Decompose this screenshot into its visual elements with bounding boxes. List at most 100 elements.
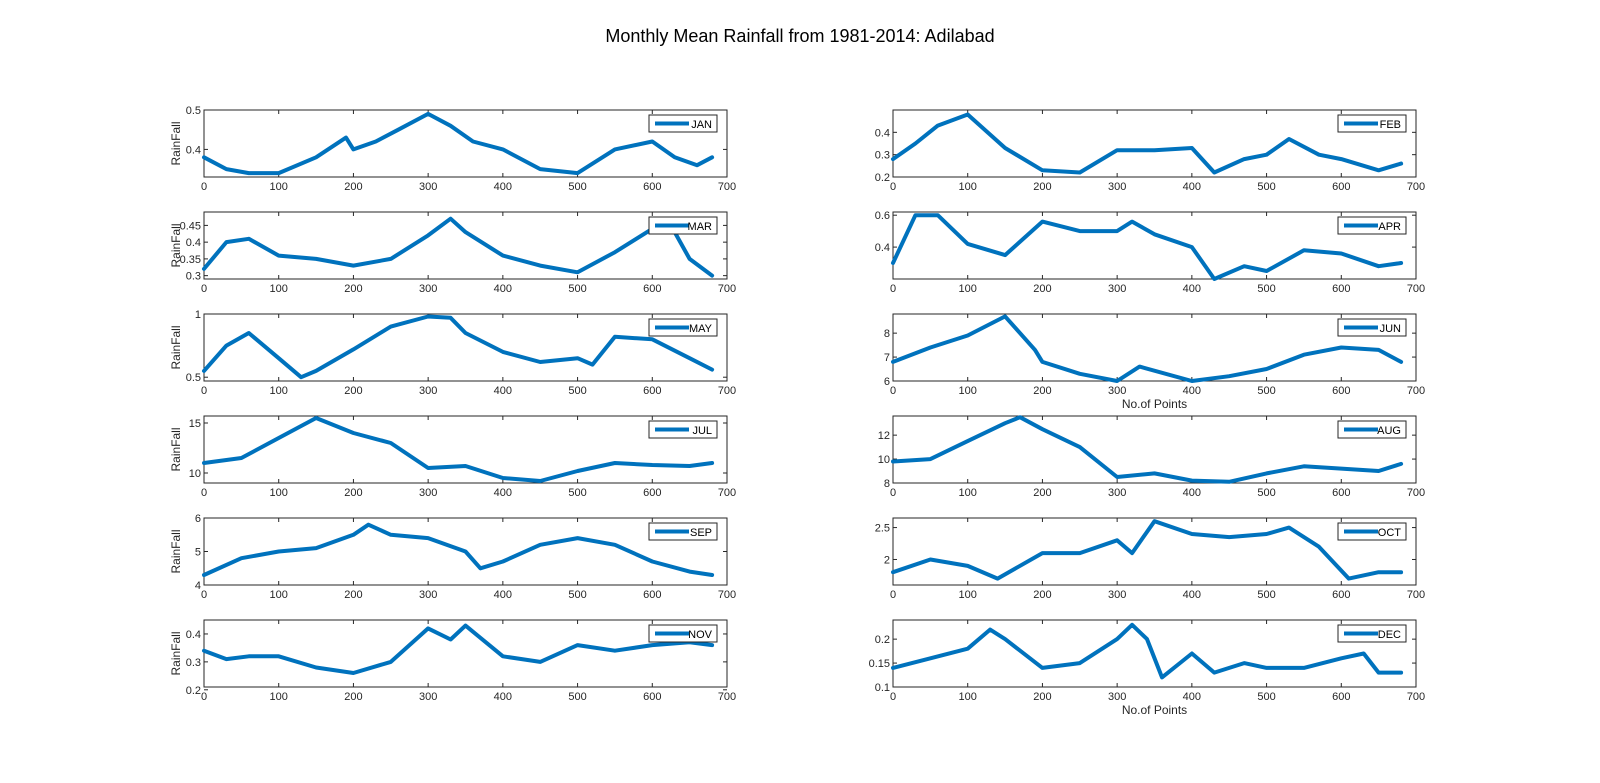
legend-sep: SEP	[648, 522, 718, 541]
x-tick-label: 700	[1407, 385, 1425, 397]
y-tick-label: 10	[878, 454, 890, 466]
x-tick-label: 0	[890, 691, 896, 703]
x-tick-label: 400	[494, 487, 512, 499]
x-tick-label: 200	[1033, 691, 1051, 703]
axes-frame	[892, 211, 1417, 280]
x-tick-label: 600	[1332, 283, 1350, 295]
x-tick-label: 400	[1183, 691, 1201, 703]
series-line-sep	[202, 522, 715, 577]
legend-jul: JUL	[648, 420, 718, 439]
axes-frame	[892, 517, 1417, 586]
y-axis-label: RainFall	[169, 121, 183, 165]
x-tick-label: 200	[344, 283, 362, 295]
subplot-aug: 0 100 200 300 400 500 600 700 8 10 12 AUG	[878, 415, 1425, 499]
x-tick-label: 0	[201, 589, 207, 601]
legend-nov: NOV	[648, 624, 718, 643]
x-tick-label: 200	[344, 487, 362, 499]
x-tick-label: 500	[568, 589, 586, 601]
legend-oct: OCT	[1337, 522, 1407, 541]
x-tick-label: 400	[494, 589, 512, 601]
y-tick-label: 0.45	[180, 220, 201, 232]
y-tick-label: 12	[878, 430, 890, 442]
axes-frame	[203, 415, 728, 484]
x-tick-label: 500	[568, 385, 586, 397]
legend-label: MAR	[688, 221, 713, 233]
figure-title: Monthly Mean Rainfall from 1981-2014: Ad…	[605, 26, 995, 46]
y-axis-label: RainFall	[169, 325, 183, 369]
x-tick-label: 100	[270, 487, 288, 499]
x-tick-label: 300	[1108, 691, 1126, 703]
legend-jun: JUN	[1337, 318, 1407, 337]
x-tick-label: 600	[1332, 589, 1350, 601]
x-tick-label: 100	[270, 181, 288, 193]
y-tick-label: 0.3	[186, 271, 201, 283]
series-line-oct	[891, 519, 1404, 581]
x-tick-label: 700	[718, 487, 736, 499]
x-tick-label: 100	[959, 487, 977, 499]
x-tick-label: 600	[643, 385, 661, 397]
subplot-dec: 0 100 200 300 400 500 600 700 0.1 0.15 0.2 DEC No.of…	[869, 619, 1425, 717]
x-tick-label: 600	[1332, 385, 1350, 397]
y-tick-label: 0.4	[875, 242, 890, 254]
x-tick-label: 600	[643, 283, 661, 295]
y-axis-label: RainFall	[169, 223, 183, 267]
y-tick-label: 0.1	[875, 682, 890, 694]
legend-label: JUN	[1380, 323, 1401, 335]
series-line-aug	[891, 415, 1404, 484]
legend-label: MAY	[689, 323, 713, 335]
subplot-jan: 0 100 200 300 400 500 600 700 0.4 0.5 JAN RainFall	[169, 105, 736, 193]
x-tick-label: 200	[344, 691, 362, 703]
series-line-jul	[202, 416, 715, 483]
series-line-nov	[202, 623, 715, 675]
x-tick-label: 100	[959, 691, 977, 703]
legend-label: SEP	[690, 527, 712, 539]
x-tick-label: 300	[1108, 487, 1126, 499]
legend-label: AUG	[1377, 425, 1401, 437]
y-tick-label: 0.5	[186, 372, 201, 384]
y-tick-label: 0.2	[875, 172, 890, 184]
subplot-nov: 0 100 200 300 400 500 600 700 0.2 0.3 0.4 NOV RainFa…	[169, 619, 736, 703]
legend-mar: MAR	[648, 216, 718, 235]
subplot-mar: 0 100 200 300 400 500 600 700 0.3 0.35 0.4 0.45 MAR R…	[169, 211, 736, 295]
x-tick-label: 600	[643, 589, 661, 601]
x-tick-label: 300	[1108, 181, 1126, 193]
axes-frame	[203, 619, 728, 688]
y-tick-label: 2	[884, 554, 890, 566]
x-tick-label: 100	[270, 385, 288, 397]
x-tick-label: 600	[1332, 691, 1350, 703]
x-tick-label: 500	[568, 181, 586, 193]
x-tick-label: 700	[1407, 181, 1425, 193]
legend-label: NOV	[688, 629, 713, 641]
legend-label: OCT	[1378, 527, 1402, 539]
x-tick-label: 0	[890, 283, 896, 295]
x-tick-label: 0	[201, 385, 207, 397]
x-tick-label: 0	[201, 691, 207, 703]
y-tick-label: 2.5	[875, 523, 890, 535]
x-tick-label: 700	[1407, 589, 1425, 601]
x-tick-label: 300	[1108, 589, 1126, 601]
x-tick-label: 600	[1332, 487, 1350, 499]
subplot-sep: 0 100 200 300 400 500 600 700 4 5 6 SEP RainFall	[169, 513, 736, 601]
legend-label: FEB	[1380, 119, 1401, 131]
y-tick-label: 0.4	[186, 144, 201, 156]
x-tick-label: 700	[718, 181, 736, 193]
x-tick-label: 400	[494, 181, 512, 193]
y-tick-label: 0.3	[875, 150, 890, 162]
x-tick-label: 500	[1257, 487, 1275, 499]
x-tick-label: 500	[1257, 385, 1275, 397]
legend-may: MAY	[648, 318, 718, 337]
x-tick-label: 200	[1033, 283, 1051, 295]
legend-feb: FEB	[1337, 114, 1407, 133]
x-tick-label: 500	[1257, 283, 1275, 295]
series-line-jan	[202, 111, 715, 176]
x-tick-label: 400	[494, 385, 512, 397]
series-line-jun	[891, 314, 1404, 383]
y-axis-label: RainFall	[169, 631, 183, 675]
subplot-jun: 0 100 200 300 400 500 600 700 6 7 8 JUN No.of Points	[884, 313, 1425, 411]
x-tick-label: 700	[1407, 283, 1425, 295]
y-tick-label: 0.6	[875, 210, 890, 222]
legend-dec: DEC	[1337, 624, 1407, 643]
y-tick-label: 0.2	[186, 685, 201, 697]
x-tick-label: 0	[890, 385, 896, 397]
y-tick-label: 0.2	[875, 634, 890, 646]
